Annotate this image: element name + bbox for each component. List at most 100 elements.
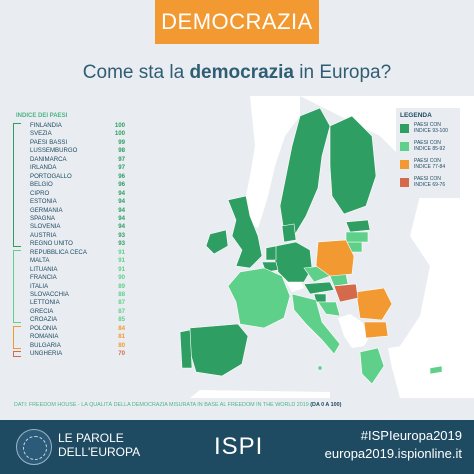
map-country-poland [315,239,355,277]
page-title: DEMOCRAZIA [161,9,313,34]
country-row: AUSTRIA 93 [30,231,125,240]
country-row: FRANCIA 90 [30,273,125,282]
legend-swatch [400,124,409,133]
footer: LE PAROLE DELL'EUROPA ISPI #ISPIeuropa20… [0,420,474,474]
map-country-denmark [281,223,297,243]
legend-label-line2: INDICE 77-84 [414,164,446,170]
country-value: 96 [118,172,125,180]
legend-label-line2: INDICE 69-76 [414,182,446,188]
country-value: 88 [118,291,125,298]
legend-label: PAESI CON INDICE 93-100 [414,122,448,134]
country-value: 81 [118,333,125,341]
legend-item: PAESI CON INDICE 69-76 [400,176,460,194]
country-name: SPAGNA [30,214,55,222]
country-value: 99 [118,138,125,146]
country-value: 87 [118,307,125,315]
legend-label-line1: PAESI CON [414,122,441,128]
country-row: SVEZIA 100 [30,129,125,138]
legend-swatch [400,178,409,187]
country-value: 87 [118,299,125,307]
country-value: 94 [118,198,125,206]
legend-label-line1: PAESI CON [414,176,441,182]
country-value: 97 [118,164,125,172]
group-bracket [13,325,21,349]
country-name: MALTA [30,257,50,265]
map-country-romania [355,287,393,321]
country-name: DANIMARCA [30,155,67,163]
country-row: ITALIA 89 [30,282,125,291]
country-name: FINLANDIA [30,122,62,129]
map-country-italy [291,293,341,355]
website-link[interactable]: europa2019.ispionline.it [324,446,462,461]
map-region-north-africa [190,390,330,398]
country-value: 84 [118,324,125,332]
country-row: SPAGNA 94 [30,214,125,223]
country-name: FRANCIA [30,274,57,282]
country-name: BELGIO [30,181,53,189]
country-row: SLOVENIA 94 [30,222,125,231]
eu-stars-icon [23,436,47,460]
map-country-estonia [345,219,371,233]
country-value: 100 [114,130,125,138]
country-name: ROMANIA [30,333,59,341]
group-bracket [13,249,21,324]
country-row: PORTOGALLO 96 [30,172,125,181]
map-country-latvia [345,231,369,243]
map-country-bulgaria [363,321,389,339]
map-region-norway [244,96,300,228]
country-name: SLOVACCHIA [30,291,69,298]
country-value: 98 [118,147,125,155]
country-name: REGNO UNITO [30,240,73,248]
country-row: POLONIA 84 [30,324,125,333]
country-name: SVEZIA [30,130,52,138]
country-name: GRECIA [30,307,54,315]
country-row: BELGIO 96 [30,180,125,189]
map-country-portugal [179,329,193,369]
country-row: BULGARIA 80 [30,341,125,350]
parole-line2: DELL'EUROPA [58,445,141,459]
country-row: ROMANIA 81 [30,332,125,341]
legend-label: PAESI CON INDICE 69-76 [414,176,445,188]
country-name: LETTONIA [30,299,60,307]
country-row: FINLANDIA 100 [30,121,125,130]
country-row: IRLANDA 97 [30,163,125,172]
group-bracket [13,123,21,248]
country-name: IRLANDA [30,164,57,172]
map-country-france [227,267,291,329]
map-region-switzerland [286,280,304,292]
title-banner: DEMOCRAZIA [155,0,319,44]
map-country-malta [317,365,323,371]
country-row: ESTONIA 94 [30,197,125,206]
legend-label-line2: INDICE 85-92 [414,146,446,152]
subtitle-suffix: in Europa? [294,62,392,83]
legend-swatch [400,160,409,169]
country-value: 93 [118,231,125,239]
country-row: SLOVACCHIA 88 [30,290,125,299]
legend-label: PAESI CON INDICE 77-84 [414,158,445,170]
map-region-balkans [338,314,370,348]
country-row: LITUANIA 91 [30,265,125,274]
country-value: 85 [118,316,125,324]
map-country-cyprus [429,365,443,375]
country-name: UNGHERIA [30,350,63,358]
legend-item: PAESI CON INDICE 77-84 [400,158,460,176]
legend-title: LEGENDA [400,112,432,119]
country-row: LUSSEMBURGO 98 [30,146,125,155]
country-name: AUSTRIA [30,231,57,239]
map-country-netherlands [265,245,277,261]
map-country-finland [329,115,377,215]
map-country-ireland [205,229,229,255]
country-name: ITALIA [30,282,49,290]
list-title: INDICE DEI PAESI [16,113,68,119]
country-value: 80 [118,341,125,349]
source-text: DATI: FREEDOM HOUSE - LA QUALITÀ DELLA D… [14,402,311,408]
legend-item: PAESI CON INDICE 93-100 [400,122,460,140]
legend-label-line2: INDICE 93-100 [414,128,448,134]
country-value: 97 [118,155,125,163]
source-bold: (DA 0 A 100) [310,402,342,408]
map-country-hungary [333,283,359,303]
country-value: 70 [118,350,125,358]
country-value: 94 [118,214,125,222]
country-row: PAESI BASSI 99 [30,138,125,147]
country-value: 90 [118,274,125,282]
